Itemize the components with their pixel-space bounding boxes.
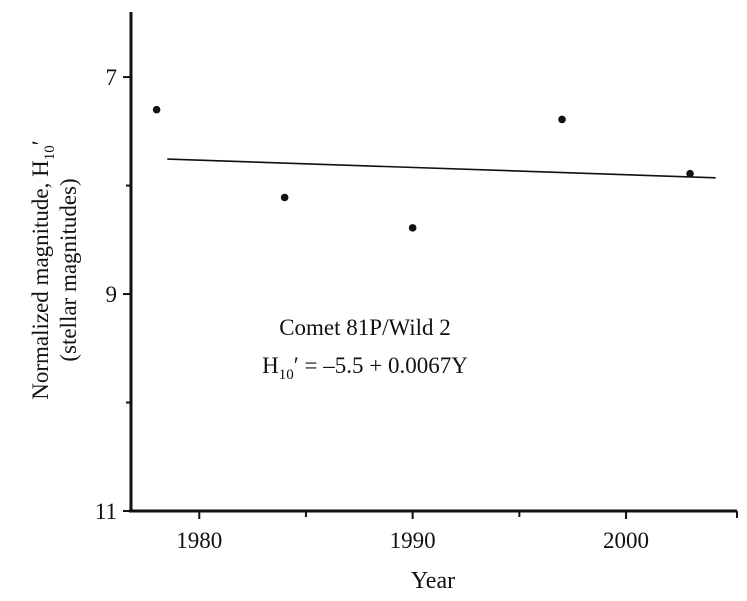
eq-prefix: H [262, 353, 279, 378]
fit-line [167, 158, 716, 179]
eq-rest: ′ = –5.5 + 0.0067Y [294, 353, 468, 378]
y-label-sub: 10 [42, 145, 58, 160]
y-tick-label: 11 [95, 499, 117, 524]
y-axis-label: Normalized magnitude, H10′ (stellar magn… [28, 140, 81, 400]
y-tick-label: 9 [106, 282, 118, 307]
data-marks [152, 105, 716, 232]
x-axis-label: Year [411, 568, 455, 594]
y-label-main: Normalized magnitude, H [28, 160, 53, 400]
data-point [686, 169, 694, 178]
annotation-equation: H10′ = –5.5 + 0.0067Y [262, 353, 468, 383]
x-tick-label: 1990 [390, 528, 436, 553]
eq-sub: 10 [279, 367, 294, 383]
y-label-prime: ′ [28, 140, 53, 145]
y-tick-label: 7 [106, 65, 118, 90]
annotation-title: Comet 81P/Wild 2 [279, 315, 451, 340]
data-point [152, 105, 161, 114]
data-point [408, 224, 417, 232]
data-point [558, 115, 566, 124]
axes: 7 9 11 1980 1990 2000 [95, 12, 738, 553]
x-tick-label: 2000 [603, 528, 649, 553]
y-label-line2: (stellar magnitudes) [56, 178, 81, 361]
svg-text:Normalized magnitude, H10′: Normalized magnitude, H10′ [28, 140, 58, 400]
x-tick-label: 1980 [176, 528, 222, 553]
data-point [280, 193, 289, 202]
